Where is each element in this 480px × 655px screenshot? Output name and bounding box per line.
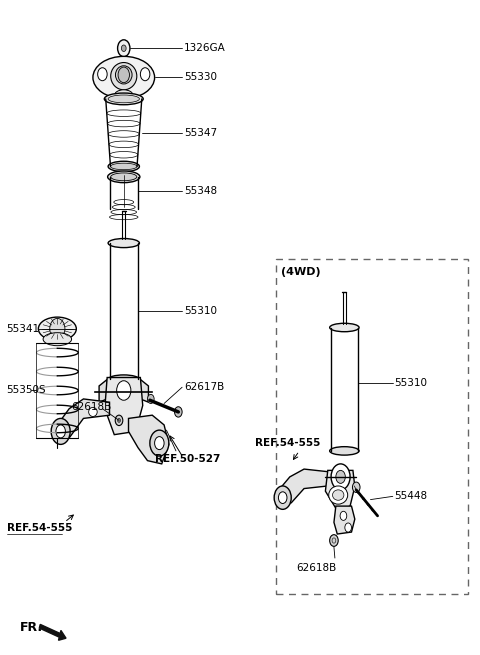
- Ellipse shape: [38, 317, 76, 341]
- Polygon shape: [325, 470, 355, 511]
- Circle shape: [278, 492, 287, 504]
- Ellipse shape: [93, 56, 155, 98]
- Circle shape: [330, 534, 338, 546]
- Text: REF.54-555: REF.54-555: [255, 438, 320, 448]
- Text: 55448: 55448: [395, 491, 428, 501]
- Ellipse shape: [108, 171, 140, 183]
- Text: 62618B: 62618B: [296, 563, 336, 572]
- Circle shape: [345, 523, 351, 532]
- Circle shape: [121, 45, 126, 52]
- Circle shape: [150, 430, 169, 456]
- Circle shape: [118, 419, 120, 422]
- Ellipse shape: [111, 173, 137, 181]
- Ellipse shape: [116, 66, 132, 84]
- Circle shape: [175, 407, 182, 417]
- Ellipse shape: [114, 90, 133, 102]
- Circle shape: [352, 482, 360, 493]
- Text: 55341: 55341: [7, 324, 40, 334]
- Text: REF.50-527: REF.50-527: [155, 454, 220, 464]
- Text: FR.: FR.: [19, 621, 43, 634]
- Circle shape: [336, 470, 345, 483]
- Circle shape: [115, 415, 123, 426]
- Circle shape: [155, 437, 164, 449]
- Circle shape: [118, 67, 130, 83]
- Circle shape: [140, 67, 150, 81]
- Ellipse shape: [329, 486, 348, 504]
- FancyArrow shape: [39, 624, 66, 641]
- Ellipse shape: [110, 163, 137, 170]
- Ellipse shape: [330, 447, 359, 455]
- Text: 55348: 55348: [184, 186, 217, 196]
- Circle shape: [56, 425, 65, 438]
- Ellipse shape: [108, 238, 139, 248]
- Circle shape: [331, 464, 350, 490]
- Text: 55330: 55330: [184, 73, 217, 83]
- Text: REF.54-555: REF.54-555: [7, 523, 72, 533]
- Circle shape: [51, 419, 70, 444]
- Circle shape: [97, 67, 107, 81]
- Polygon shape: [279, 469, 328, 506]
- Text: 55347: 55347: [184, 128, 217, 138]
- Ellipse shape: [108, 375, 139, 384]
- Text: (4WD): (4WD): [281, 267, 321, 277]
- Polygon shape: [129, 415, 169, 464]
- Polygon shape: [57, 399, 109, 441]
- Ellipse shape: [108, 95, 139, 103]
- Polygon shape: [99, 379, 107, 402]
- Ellipse shape: [89, 407, 97, 417]
- Polygon shape: [334, 506, 355, 534]
- Ellipse shape: [104, 93, 143, 105]
- Text: 62618B: 62618B: [72, 402, 112, 412]
- Text: 55310: 55310: [184, 307, 217, 316]
- Circle shape: [147, 394, 154, 403]
- Ellipse shape: [111, 62, 137, 90]
- Ellipse shape: [43, 333, 72, 346]
- Circle shape: [117, 381, 131, 400]
- Circle shape: [340, 512, 347, 520]
- Ellipse shape: [330, 324, 359, 331]
- Polygon shape: [140, 379, 148, 402]
- Text: 62617B: 62617B: [184, 383, 224, 392]
- Text: 1326GA: 1326GA: [184, 43, 226, 53]
- Text: 55310: 55310: [395, 378, 428, 388]
- Circle shape: [50, 318, 65, 339]
- Text: 55350S: 55350S: [7, 386, 46, 396]
- Ellipse shape: [108, 161, 139, 172]
- Ellipse shape: [333, 490, 344, 500]
- Circle shape: [118, 40, 130, 57]
- Polygon shape: [105, 377, 143, 435]
- Circle shape: [274, 486, 291, 510]
